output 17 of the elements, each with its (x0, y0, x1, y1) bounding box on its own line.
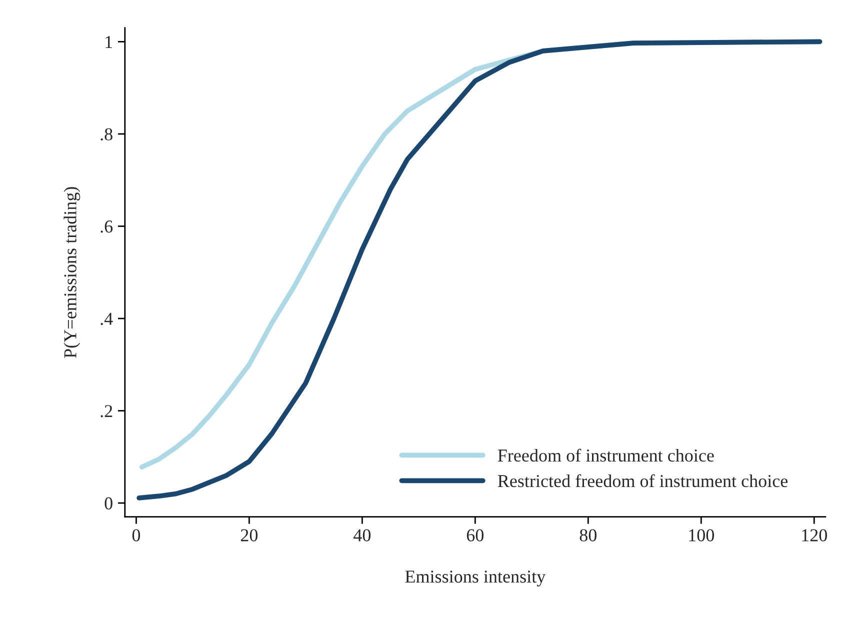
x-tick-label: 120 (802, 529, 827, 542)
y-tick-label: .8 (100, 128, 112, 140)
legend-label: Restricted freedom of instrument choice (498, 474, 788, 488)
y-tick-label: 0 (104, 497, 112, 510)
y-tick-label: .4 (100, 312, 113, 326)
x-tick-label: 80 (580, 529, 596, 542)
y-tick-label: .6 (100, 220, 113, 233)
x-tick-label: 0 (132, 529, 140, 542)
legend-label: Freedom of instrument choice (498, 448, 714, 462)
y-tick-label: 1 (106, 36, 112, 48)
x-tick-label: 20 (240, 529, 258, 542)
y-tick-label: .2 (100, 405, 112, 418)
x-tick-label: 100 (689, 529, 714, 542)
y-axis-title: P(Y=emissions trading) (64, 187, 80, 358)
x-axis-title: Emissions intensity (405, 570, 546, 586)
x-tick-label: 60 (466, 529, 484, 542)
x-tick-label: 40 (354, 529, 371, 542)
